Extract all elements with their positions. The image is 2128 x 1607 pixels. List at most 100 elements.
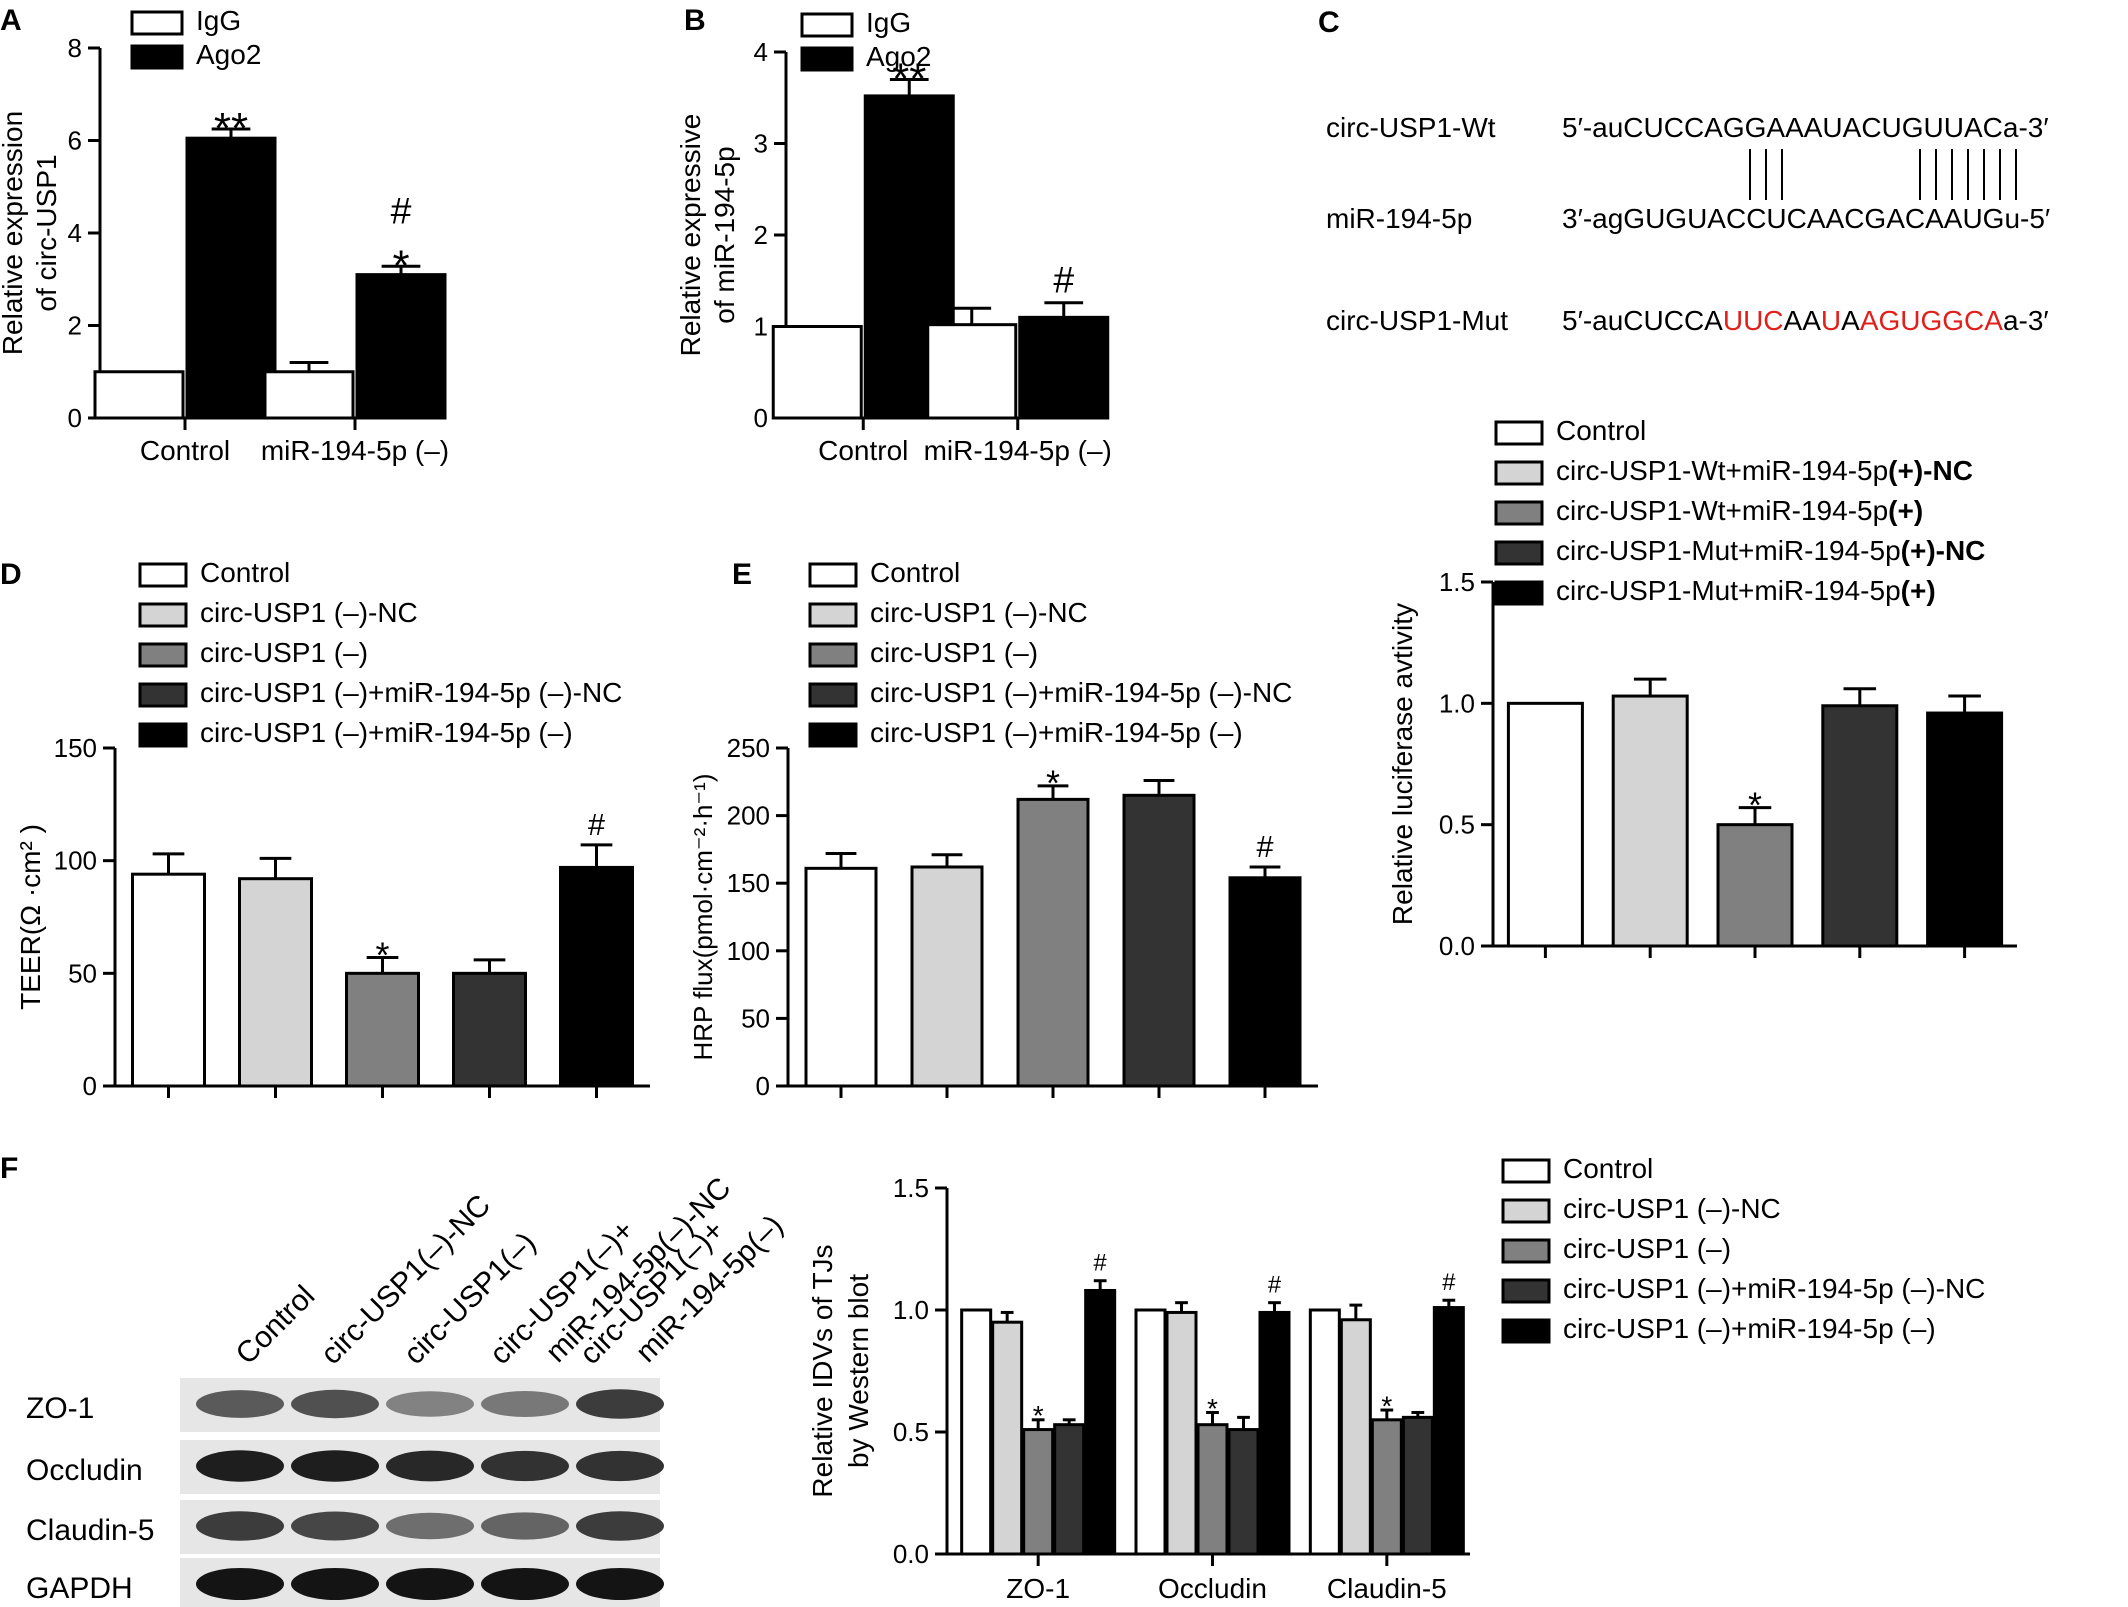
legend-label: circ-USP1 (–)-NC — [870, 597, 1088, 628]
legend-label: IgG — [196, 5, 241, 36]
significance-star: * — [1748, 784, 1762, 825]
bar — [93, 370, 185, 420]
legend-swatch — [1501, 1318, 1551, 1344]
lane-label: Control — [230, 1279, 322, 1371]
bar — [960, 1308, 993, 1556]
blot-row-label: GAPDH — [26, 1572, 133, 1605]
bar — [771, 325, 863, 420]
bar — [1122, 793, 1196, 1088]
x-tick-label: Occludin — [1158, 1573, 1267, 1604]
legend-swatch — [1494, 460, 1544, 486]
blot-band — [481, 1450, 569, 1482]
bar — [926, 323, 1018, 420]
legend-swatch — [138, 722, 188, 748]
legend-swatch — [1501, 1238, 1551, 1264]
sequence: 3′-agGUGUACCUCAACGACAAUGu-5′ — [1562, 203, 2050, 234]
y-axis-label: HRP flux(pmol·cm⁻²·h⁻¹) — [688, 774, 718, 1061]
x-tick-label: Control — [140, 435, 230, 466]
significance-hash: # — [588, 808, 605, 842]
legend-label: circ-USP1 (–) — [870, 637, 1038, 668]
blot-band — [576, 1511, 664, 1541]
legend-swatch — [1501, 1198, 1551, 1224]
y-tick-label: 150 — [727, 868, 770, 898]
bar — [452, 971, 527, 1088]
legend-label: circ-USP1 (–) — [200, 637, 368, 668]
y-tick-label: 250 — [727, 733, 770, 763]
bar — [1134, 1308, 1167, 1556]
legend-label: Control — [1556, 415, 1646, 446]
legend-swatch — [808, 602, 858, 628]
legend-swatch — [138, 602, 188, 628]
bar — [263, 370, 355, 420]
legend-label: circ-USP1 (–) — [1563, 1233, 1731, 1264]
significance-star: * — [375, 934, 389, 975]
bar — [1339, 1318, 1372, 1556]
legend-label: circ-USP1-Mut+miR-194-5p(+) — [1556, 575, 1936, 606]
significance-star: * — [1033, 1400, 1044, 1431]
legend-label-suffix: (+) — [1888, 495, 1923, 526]
legend-label: Control — [200, 557, 290, 588]
sequence-name: circ-USP1-Mut — [1326, 305, 1508, 336]
y-tick-label: 8 — [68, 33, 82, 63]
legend-label: circ-USP1 (–)+miR-194-5p (–)-NC — [200, 677, 622, 708]
bar — [1165, 1310, 1198, 1556]
legend-swatch — [130, 44, 184, 70]
y-tick-label: 2 — [754, 220, 768, 250]
y-tick-label: 150 — [54, 733, 97, 763]
blot-band — [291, 1568, 379, 1600]
y-axis-label: of circ-USP1 — [31, 154, 62, 311]
x-tick-label: Claudin-5 — [1327, 1573, 1447, 1604]
y-tick-label: 50 — [741, 1003, 770, 1033]
y-tick-label: 100 — [54, 846, 97, 876]
legend-label: circ-USP1 (–)+miR-194-5p (–) — [870, 717, 1243, 748]
legend-label: circ-USP1-Mut+miR-194-5p(+)-NC — [1556, 535, 1985, 566]
legend-swatch — [1501, 1158, 1551, 1184]
panel-label: C — [1318, 6, 1340, 39]
y-axis-label: Relative expressive — [675, 114, 706, 357]
blot-band — [576, 1450, 664, 1482]
y-axis-label: Relative luciferase avtivity — [1387, 603, 1418, 925]
sequence: 5′-auCUCCAGGAAAUACUGUUACa-3′ — [1562, 112, 2049, 143]
legend-label-suffix: (+)-NC — [1901, 535, 1986, 566]
bar — [910, 865, 984, 1088]
sequence: 5′-auCUCCAUUCAAUAAGUGGCAa-3′ — [1562, 305, 2049, 336]
legend-label-suffix: (+)-NC — [1888, 455, 1973, 486]
legend-label: circ-USP1-Wt+miR-194-5p(+) — [1556, 495, 1923, 526]
x-tick-label: miR-194-5p (–) — [924, 435, 1112, 466]
sequence-segment: 3′-agGUGUACCUCAACGACAAUGu-5′ — [1562, 203, 2050, 234]
sequence-segment: U — [1821, 305, 1841, 336]
sequence-segment: AGUGGCA — [1860, 305, 2003, 336]
bar — [1022, 1428, 1055, 1556]
y-tick-label: 0.0 — [893, 1539, 929, 1569]
panel-label: F — [0, 1152, 18, 1185]
legend-swatch — [800, 46, 854, 72]
blot-band — [386, 1450, 474, 1482]
y-tick-label: 0 — [83, 1071, 97, 1101]
bar — [1016, 797, 1090, 1088]
bar — [355, 273, 447, 420]
legend-swatch — [808, 722, 858, 748]
legend-label: Control — [1563, 1153, 1653, 1184]
blot-row-label: Claudin-5 — [26, 1514, 154, 1547]
bar — [991, 1320, 1024, 1556]
legend-swatch — [808, 642, 858, 668]
blot-band — [196, 1390, 284, 1418]
bar — [1370, 1418, 1403, 1556]
blot-band — [291, 1511, 379, 1541]
bar — [1716, 823, 1794, 948]
bar — [185, 136, 277, 420]
legend-swatch — [138, 682, 188, 708]
legend-swatch — [808, 562, 858, 588]
y-tick-label: 1.5 — [893, 1173, 929, 1203]
y-tick-label: 1 — [754, 312, 768, 342]
y-tick-label: 1.5 — [1439, 567, 1475, 597]
y-tick-label: 4 — [68, 218, 82, 248]
bar — [1611, 694, 1689, 948]
y-axis-label: of miR-194-5p — [709, 146, 740, 323]
bar — [1926, 711, 2004, 948]
x-tick-label: miR-194-5p (–) — [261, 435, 449, 466]
panel-label: E — [732, 558, 752, 591]
legend-label: circ-USP1 (–)+miR-194-5p (–)-NC — [870, 677, 1292, 708]
legend-label-suffix: (+) — [1901, 575, 1936, 606]
